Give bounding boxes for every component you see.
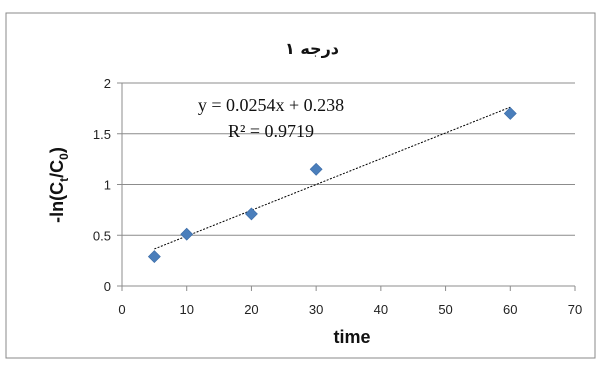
r-squared-label: R² = 0.9719 — [228, 121, 314, 141]
x-tick-label-4: 40 — [374, 302, 388, 317]
x-tick-label-1: 10 — [179, 302, 193, 317]
data-point-1 — [180, 227, 194, 241]
y-axis-label: -ln(Ct/C0) — [47, 147, 71, 223]
axes — [117, 82, 576, 291]
x-tick-label-3: 30 — [309, 302, 323, 317]
x-tick-label-6: 60 — [503, 302, 517, 317]
data-point-4 — [503, 107, 517, 120]
y-tick-label-4: 2 — [104, 76, 111, 91]
x-tick-label-2: 20 — [244, 302, 258, 317]
data-points — [147, 107, 517, 263]
y-tick-label-2: 1 — [104, 178, 111, 193]
grid-lines — [122, 82, 575, 236]
chart-border — [5, 12, 596, 359]
chart-title: درجه ۱ — [285, 39, 339, 58]
x-tick-label-7: 70 — [568, 302, 582, 317]
trendline-layer — [154, 106, 511, 250]
data-point-2 — [245, 207, 258, 221]
data-point-3 — [309, 162, 323, 176]
y-tick-label-1: 0.5 — [93, 228, 111, 243]
y-tick-label-0: 0 — [104, 279, 111, 294]
trendline-equation: y = 0.0254x + 0.238 — [198, 95, 344, 115]
tick-labels: 0 10 20 30 40 50 60 70 0 0.5 1 1.5 2 — [93, 76, 582, 317]
trendline — [154, 106, 511, 250]
y-tick-label-3: 1.5 — [93, 127, 111, 142]
data-point-0 — [147, 250, 161, 263]
x-axis-label: time — [333, 327, 370, 347]
x-tick-label-5: 50 — [438, 302, 452, 317]
x-tick-label-0: 0 — [118, 302, 125, 317]
